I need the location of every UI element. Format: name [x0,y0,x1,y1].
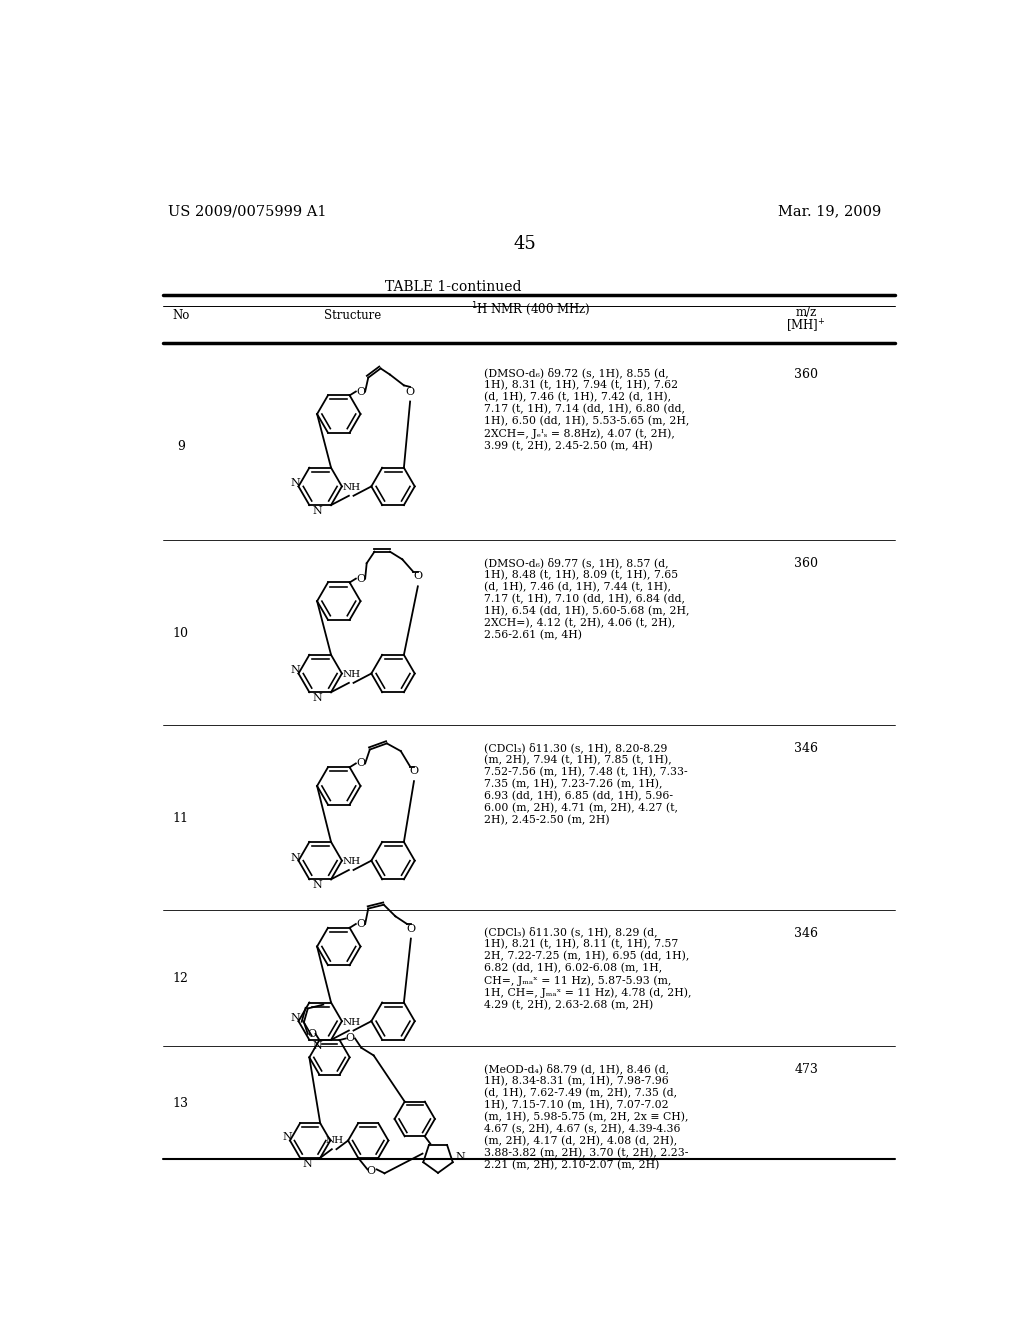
Text: 11: 11 [173,812,188,825]
Text: NH: NH [342,1018,360,1027]
Text: 13: 13 [173,1097,188,1110]
Text: NH: NH [325,1137,343,1146]
Text: NH: NH [342,483,360,492]
Text: O: O [356,759,366,768]
Text: O: O [356,919,366,929]
Text: (CDCl₃) δ11.30 (s, 1H), 8.20-8.29
(m, 2H), 7.94 (t, 1H), 7.85 (t, 1H),
7.52-7.56: (CDCl₃) δ11.30 (s, 1H), 8.20-8.29 (m, 2H… [484,742,688,825]
Text: O: O [367,1166,376,1176]
Text: 10: 10 [173,627,188,640]
Text: O: O [307,1028,316,1039]
Text: (DMSO-d₆) δ9.72 (s, 1H), 8.55 (d,
1H), 8.31 (t, 1H), 7.94 (t, 1H), 7.62
(d, 1H),: (DMSO-d₆) δ9.72 (s, 1H), 8.55 (d, 1H), 8… [484,368,690,451]
Text: 473: 473 [795,1063,818,1076]
Text: N: N [312,506,322,516]
Text: O: O [407,924,416,933]
Text: No: No [172,309,189,322]
Text: N: N [312,880,322,890]
Text: (DMSO-d₆) δ9.77 (s, 1H), 8.57 (d,
1H), 8.48 (t, 1H), 8.09 (t, 1H), 7.65
(d, 1H),: (DMSO-d₆) δ9.77 (s, 1H), 8.57 (d, 1H), 8… [484,557,690,640]
Text: US 2009/0075999 A1: US 2009/0075999 A1 [168,205,327,219]
Text: N: N [282,1133,292,1142]
Text: O: O [414,572,423,581]
Text: N: N [291,1014,300,1023]
Text: O: O [356,574,366,583]
Text: NH: NH [342,857,360,866]
Text: $^{1}$H NMR (400 MHz): $^{1}$H NMR (400 MHz) [471,301,591,318]
Text: N: N [291,665,300,676]
Text: O: O [346,1034,355,1044]
Text: N: N [312,693,322,704]
Text: O: O [356,387,366,396]
Text: 346: 346 [795,927,818,940]
Text: 360: 360 [795,368,818,381]
Text: N: N [291,853,300,862]
Text: N: N [455,1152,465,1163]
Text: 9: 9 [177,440,184,453]
Text: O: O [406,387,415,396]
Text: 45: 45 [513,235,537,253]
Text: (MeOD-d₄) δ8.79 (d, 1H), 8.46 (d,
1H), 8.34-8.31 (m, 1H), 7.98-7.96
(d, 1H), 7.6: (MeOD-d₄) δ8.79 (d, 1H), 8.46 (d, 1H), 8… [484,1063,689,1170]
Text: N: N [291,478,300,488]
Text: 346: 346 [795,742,818,755]
Text: Mar. 19, 2009: Mar. 19, 2009 [778,205,882,219]
Text: Structure: Structure [325,309,381,322]
Text: [MH]$^{+}$: [MH]$^{+}$ [786,318,826,335]
Text: N: N [302,1159,312,1168]
Text: (CDCl₃) δ11.30 (s, 1H), 8.29 (d,
1H), 8.21 (t, 1H), 8.11 (t, 1H), 7.57
2H, 7.22-: (CDCl₃) δ11.30 (s, 1H), 8.29 (d, 1H), 8.… [484,927,692,1010]
Text: 12: 12 [173,973,188,985]
Text: O: O [410,766,419,776]
Text: 360: 360 [795,557,818,570]
Text: TABLE 1-continued: TABLE 1-continued [385,280,522,294]
Text: m/z: m/z [796,306,817,319]
Text: N: N [312,1041,322,1051]
Text: NH: NH [342,671,360,678]
